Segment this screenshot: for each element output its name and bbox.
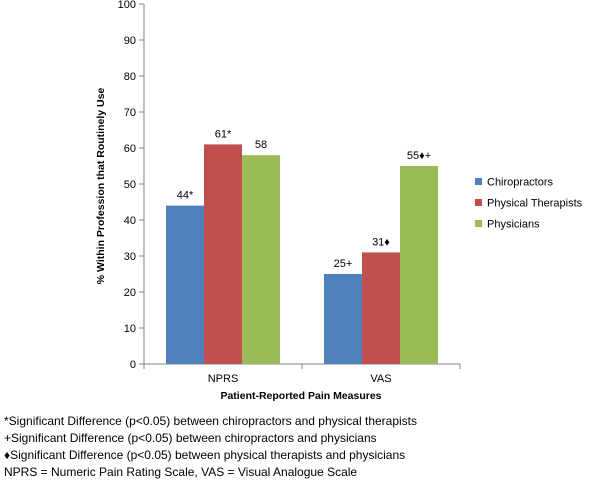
x-tick-label: VAS xyxy=(370,373,391,385)
bar-vas-chiropractors xyxy=(324,274,362,364)
y-tick-label: 30 xyxy=(124,251,136,263)
data-labels: 44* 61* 58 25+ 31♦ 55♦+ xyxy=(177,128,431,270)
data-label: 44* xyxy=(177,190,194,202)
bar-nprs-physical-therapists xyxy=(204,144,242,364)
y-tick-label: 90 xyxy=(124,35,136,47)
footnote-2: +Significant Difference (p<0.05) between… xyxy=(4,431,377,445)
footnotes: *Significant Difference (p<0.05) between… xyxy=(4,413,417,481)
bars xyxy=(166,144,438,364)
y-axis-title: % Within Profession that Routinely Use xyxy=(95,88,107,285)
y-tick-label: 40 xyxy=(124,215,136,227)
bar-vas-physical-therapists xyxy=(362,252,400,364)
y-tick-label: 20 xyxy=(124,287,136,299)
bar-chart: 0 10 20 30 40 50 60 70 80 90 100 44* 61* 58 25+ 31♦ 55♦… xyxy=(95,0,583,402)
y-tick-label: 100 xyxy=(118,0,136,11)
footnote-1: *Significant Difference (p<0.05) between… xyxy=(4,414,418,428)
y-tick-label: 60 xyxy=(124,143,136,155)
bar-nprs-chiropractors xyxy=(166,205,204,364)
legend-label: Physicians xyxy=(487,219,540,231)
legend-swatch xyxy=(475,178,482,185)
bar-vas-physicians xyxy=(400,166,438,364)
legend-swatch xyxy=(475,220,482,227)
data-label: 58 xyxy=(255,139,267,151)
x-axis-title: Patient-Reported Pain Measures xyxy=(220,390,381,402)
y-tick-label: 0 xyxy=(130,359,136,371)
y-tick-label: 80 xyxy=(124,71,136,83)
x-tick-labels: NPRS VAS xyxy=(208,373,392,385)
legend-swatch xyxy=(475,199,482,206)
y-tick-label: 70 xyxy=(124,107,136,119)
legend-label: Chiropractors xyxy=(487,177,554,189)
footnote-3: ♦Significant Difference (p<0.05) between… xyxy=(4,448,406,462)
data-label: 61* xyxy=(215,128,232,140)
y-tick-label: 50 xyxy=(124,179,136,191)
footnote-4: NPRS = Numeric Pain Rating Scale, VAS = … xyxy=(4,465,358,479)
data-label: 55♦+ xyxy=(407,150,431,162)
legend: Chiropractors Physical Therapists Physicia… xyxy=(475,177,583,231)
legend-label: Physical Therapists xyxy=(487,198,583,210)
x-tick-label: NPRS xyxy=(208,373,239,385)
bar-nprs-physicians xyxy=(242,155,280,364)
y-tick-label: 10 xyxy=(124,323,136,335)
data-label: 31♦ xyxy=(372,236,390,248)
y-tick-labels: 0 10 20 30 40 50 60 70 80 90 100 xyxy=(118,0,136,371)
data-label: 25+ xyxy=(334,258,353,270)
